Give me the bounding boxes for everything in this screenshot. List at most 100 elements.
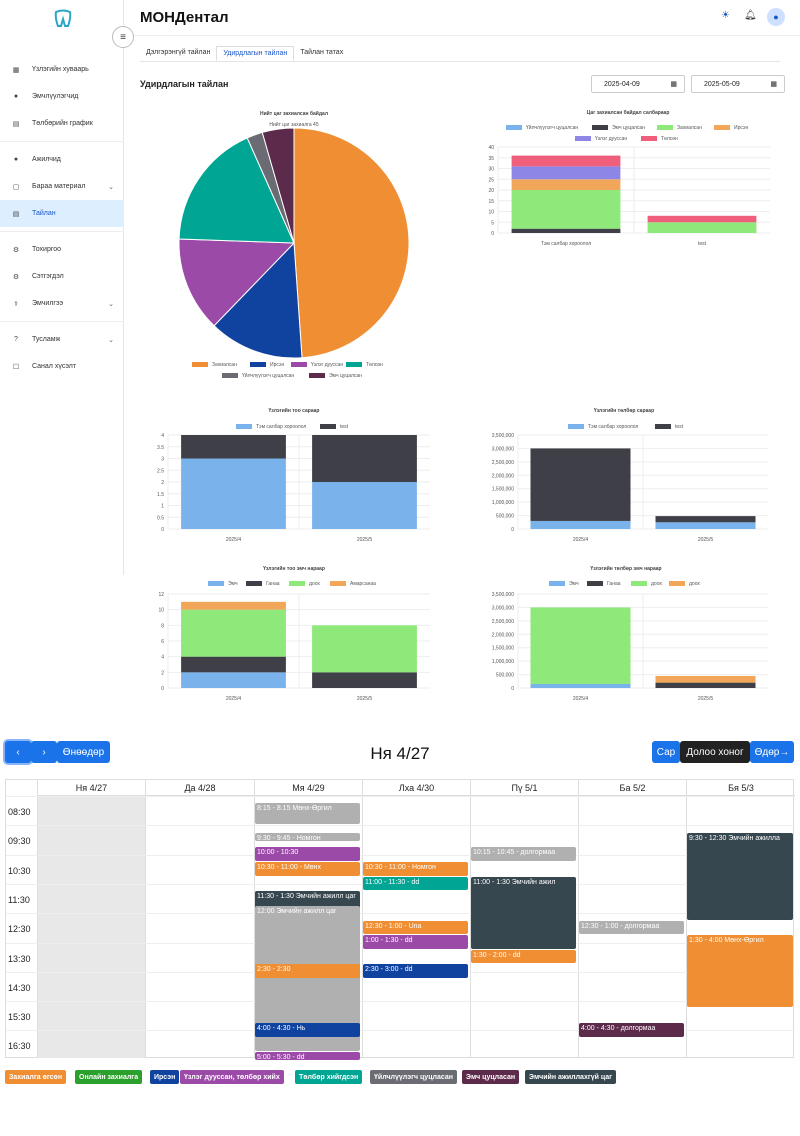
sidebar-item-3[interactable]: ● Ажилчид [0, 146, 124, 173]
calendar-event[interactable]: 11:00 - 1:30 Эмчийн ажил [471, 876, 576, 949]
legend-swatch [222, 373, 238, 378]
sidebar-item-2[interactable]: ▤ Төлбөрийн график [0, 110, 124, 137]
sidebar-item-10[interactable]: ☐ Санал хүсэлт [0, 353, 124, 380]
legend-item: Ирсэн [150, 1070, 180, 1084]
day-header: Пү 5/1 [470, 780, 578, 796]
nav-divider [0, 321, 124, 322]
calendar-event[interactable]: 11:00 - 11:30 - dd [363, 876, 468, 891]
report-title: Удирдлагын тайлан [140, 79, 229, 89]
week-view-button[interactable]: Долоо хоног [680, 741, 750, 763]
sidebar-item-8[interactable]: ⚕ Эмчилгээ ⌄ [0, 290, 124, 317]
tick-label: 0 [161, 527, 164, 533]
day-column[interactable] [686, 796, 795, 1058]
legend-label: Төлсөн [366, 362, 383, 368]
calendar-event[interactable]: 12:30 - 1:00 - Una [363, 920, 468, 935]
time-label: 09:30 [8, 836, 31, 847]
day-column[interactable] [470, 796, 578, 1058]
month-view-button[interactable]: Сар [652, 741, 680, 763]
calendar-event[interactable]: 8:15 - 8:15 Мөнх-Өргил [255, 803, 360, 825]
tick-label: 2,500,000 [492, 460, 514, 466]
tick-label: 3 [161, 457, 164, 463]
sidebar-collapse-button[interactable]: ≡ [112, 26, 134, 48]
sidebar-item-9[interactable]: ? Тусламж ⌄ [0, 326, 124, 353]
sidebar-item-4[interactable]: ▢ Бараа материал ⌄ [0, 173, 124, 200]
next-button[interactable]: › [31, 741, 57, 763]
day-header: Ня 4/27 [37, 780, 145, 796]
bar-segment [530, 607, 631, 684]
day-column[interactable] [362, 796, 470, 1058]
calendar-event[interactable]: 1:00 - 1:30 - dd [363, 935, 468, 949]
tick-label: 12 [158, 592, 164, 598]
calendar-event[interactable]: 10:30 - 11:00 - Мөнх [255, 861, 360, 876]
day-column[interactable] [145, 796, 254, 1058]
legend-label: доох [309, 581, 320, 587]
sidebar-item-7[interactable]: ⚙ Сэтгэгдэл [0, 263, 124, 290]
report-tabs: Дэлгэрэнгүй тайлан Удирдлагын тайлан Тай… [140, 46, 780, 62]
legend-label: test [340, 424, 349, 430]
tab-detailed-report[interactable]: Дэлгэрэнгүй тайлан [146, 49, 211, 56]
legend-swatch [346, 362, 362, 367]
bar-segment [312, 435, 417, 482]
tick-label: 2025/5 [357, 537, 373, 543]
chart-title: Үзлэгийн төлбөр сараар [594, 407, 654, 414]
avatar[interactable]: ● [767, 8, 785, 26]
nav-divider [0, 231, 124, 232]
calendar-event[interactable]: 2:30 - 2:30 [255, 964, 360, 979]
day-view-button[interactable]: Өдөр→ [750, 741, 794, 763]
pie-slice [293, 127, 410, 359]
day-column[interactable] [578, 796, 686, 1058]
calendar-event[interactable]: 10:00 - 10:30 [255, 847, 360, 861]
today-button[interactable]: Өнөөдөр [57, 741, 110, 763]
tick-label: 1,000,000 [492, 659, 514, 665]
bar-segment [530, 448, 631, 521]
tick-label: 0 [511, 527, 514, 533]
legend-label: Захиалсан [677, 125, 702, 131]
chat-icon: ☐ [12, 363, 20, 371]
legend-swatch [320, 424, 336, 429]
sidebar-item-1[interactable]: ● Эмчлүүлэгчид [0, 83, 124, 110]
nav-divider [0, 141, 124, 142]
sidebar-item-6[interactable]: ⚙ Тохиргоо [0, 236, 124, 263]
chart-title: Үзлэгийн төлбөр эмч нараар [590, 565, 661, 572]
legend-label: Үзлэг дууссан [595, 136, 627, 142]
calendar-event[interactable]: 1:30 - 2:00 - dd [471, 949, 576, 964]
day-column[interactable] [254, 796, 362, 1058]
bar-segment [181, 601, 286, 610]
calendar-event[interactable]: 1:30 - 4:00 Мөнх-Өргил [687, 935, 793, 1008]
sidebar-item-5[interactable]: ▤ Тайлан [0, 200, 124, 227]
time-label: 11:30 [8, 894, 30, 905]
gear-icon: ⚙ [12, 273, 20, 281]
date-to-input[interactable]: 2025-05-09 ▦ [691, 75, 785, 93]
prev-button[interactable]: ‹ [5, 741, 31, 763]
calendar-event[interactable]: 10:15 - 10:45 - долгормаа [471, 847, 576, 861]
day-column[interactable] [37, 796, 145, 1058]
date-from-input[interactable]: 2025-04-09 ▦ [591, 75, 685, 93]
calendar-event[interactable]: 9:30 - 12:30 Эмчийн ажилла [687, 832, 793, 920]
sidebar-item-label: Тусламж [32, 336, 61, 343]
calendar-event[interactable]: 4:00 - 4:30 - Нь [255, 1023, 360, 1037]
sidebar-item-0[interactable]: ▦ Үзлэгийн хуваарь [0, 56, 124, 83]
calendar-event[interactable]: 4:00 - 4:30 - долгормаа [579, 1023, 684, 1037]
bar-segment [312, 482, 417, 529]
legend-swatch [714, 125, 730, 130]
calendar-event[interactable]: 2:30 - 3:00 - dd [363, 964, 468, 979]
notification-bell-icon[interactable]: 🔔︎ [744, 10, 757, 21]
legend-label: Ганаа [266, 581, 280, 587]
legend-label: Эмч [569, 581, 579, 587]
legend-label: Эмч цуцалсан [329, 373, 362, 379]
calendar-event[interactable]: 10:30 - 11:00 - Номгон [363, 861, 468, 876]
calendar-event[interactable]: 12:30 - 1:00 - долгормаа [579, 920, 684, 935]
legend-label: Үзлэг дууссан [311, 362, 343, 368]
calendar-event[interactable]: 5:00 - 5:30 - dd [255, 1052, 360, 1061]
date-from-value: 2025-04-09 [604, 80, 640, 88]
calendar-event[interactable]: 9:30 - 9:45 - Номгон [255, 832, 360, 841]
tab-management-report[interactable]: Удирдлагын тайлан [216, 46, 295, 61]
tick-label: 0 [511, 686, 514, 692]
tab-download-report[interactable]: Тайлан татах [300, 49, 344, 56]
legend-label: Тэм салбар хороолол [256, 424, 306, 430]
theme-toggle-icon[interactable]: ☀ [721, 10, 730, 21]
help-icon: ? [14, 336, 18, 343]
tick-label: 0 [491, 231, 494, 237]
sidebar-item-label: Бараа материал [32, 183, 86, 190]
day-header: Ба 5/2 [578, 780, 686, 796]
